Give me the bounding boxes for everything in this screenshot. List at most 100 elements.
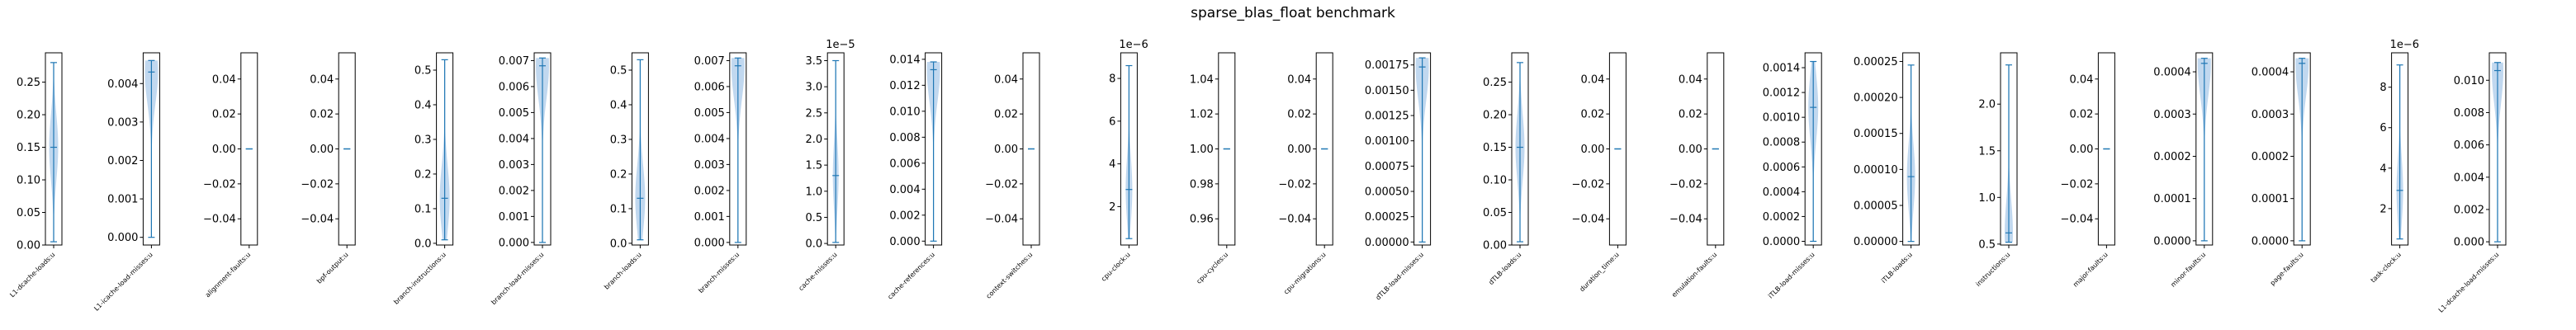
y-tick-label: 0.0014 <box>1763 63 1801 75</box>
y-tick-label: −0.02 <box>2061 178 2094 191</box>
y-tick-label: 0.0002 <box>2252 151 2290 163</box>
violin-panel: 0.000 0.002 0.004 0.006 0.008 0.010 L1-dcache-… <box>2437 52 2507 314</box>
violin-panel: 0.000 0.002 0.004 0.006 0.008 0.010 0.012 0.014… <box>886 52 943 301</box>
y-tick-label: 0.00010 <box>1854 164 1898 177</box>
y-tick-label: 0.005 <box>694 107 725 120</box>
y-tick-label: 0.006 <box>2454 139 2484 152</box>
y-tick-label: 0.05 <box>17 207 40 219</box>
x-category-label: major-faults:u <box>2072 251 2110 289</box>
y-tick-label: 0.0002 <box>1763 211 1801 224</box>
y-tick-label: −0.02 <box>301 178 334 191</box>
axis-offset-label: 1e−6 <box>2390 39 2419 51</box>
y-tick-label: 0.002 <box>694 185 725 197</box>
y-tick-label: 1.0 <box>806 186 823 198</box>
y-tick-label: 0.5 <box>806 212 823 224</box>
y-tick-label: 1.02 <box>1190 109 1214 121</box>
violin-panel: 0.0 0.1 0.2 0.3 0.4 0.5 branch-instructions:u <box>392 52 454 306</box>
y-tick-label: 0.02 <box>212 109 236 121</box>
y-tick-label: 0.02 <box>310 109 334 121</box>
y-tick-label: 0.0000 <box>2252 235 2290 248</box>
y-tick-label: 0.0000 <box>1763 236 1801 248</box>
y-tick-label: 0.0003 <box>2153 109 2191 121</box>
y-tick-label: 0.004 <box>107 78 138 91</box>
violin-panel: 0.00000 0.00025 0.00050 0.00075 0.00100 0.001… <box>1365 52 1432 302</box>
x-category-label: iTLB-load-misses:u <box>1767 251 1816 299</box>
y-tick-label: 0.0012 <box>1763 87 1801 100</box>
y-tick-label: 0.005 <box>499 107 529 120</box>
y-tick-label: −0.02 <box>985 178 1018 191</box>
y-tick-label: 0.20 <box>1483 110 1507 122</box>
y-tick-label: 0.4 <box>414 99 432 111</box>
y-tick-label: 0.0002 <box>2153 151 2191 163</box>
y-tick-label: 0.00 <box>212 144 236 156</box>
y-tick-label: 0.5 <box>414 64 432 77</box>
y-tick-label: 2 <box>1109 201 1115 214</box>
chart-panels: 0.00 0.05 0.10 0.15 0.20 0.25 L1-dcache-loads:… <box>8 39 2507 314</box>
y-tick-label: 1.0 <box>1978 192 1996 205</box>
y-tick-label: 0.0000 <box>2153 235 2191 248</box>
y-tick-label: 0.15 <box>1483 142 1507 154</box>
y-tick-label: 0.04 <box>212 73 236 86</box>
y-tick-label: 0.15 <box>17 142 40 154</box>
y-tick-label: 0.014 <box>889 54 920 66</box>
violin-panel: −0.04 −0.02 0.00 0.02 0.04 duration_time:u <box>1572 52 1627 293</box>
y-tick-label: 6 <box>1109 116 1115 128</box>
y-tick-label: −0.04 <box>985 214 1018 226</box>
y-tick-label: 0.0010 <box>1763 112 1801 125</box>
x-category-label: minor-faults:u <box>2169 251 2207 289</box>
y-tick-label: 0.00100 <box>1365 135 1409 148</box>
y-tick-label: 0.00 <box>1287 144 1311 156</box>
y-tick-label: 0.04 <box>994 73 1018 86</box>
y-tick-label: −0.02 <box>1669 178 1702 191</box>
y-tick-label: 0.20 <box>17 110 40 122</box>
y-tick-label: 8 <box>2379 82 2386 94</box>
figure-title: sparse_blas_float benchmark <box>1191 5 1395 21</box>
y-tick-label: 0.000 <box>2454 237 2484 249</box>
y-tick-label: 0.00 <box>17 240 40 252</box>
violin-panel: 0.00 0.05 0.10 0.15 0.20 0.25 L1-dcache-loads:… <box>8 52 63 299</box>
y-tick-label: 0.00000 <box>1854 236 1898 248</box>
violin-panel: 0.00000 0.00005 0.00010 0.00015 0.00020 0.000… <box>1854 52 1920 285</box>
y-tick-label: 0.007 <box>499 55 529 68</box>
y-tick-label: 0.25 <box>17 77 40 89</box>
y-tick-label: 0.00020 <box>1854 92 1898 105</box>
violin-panel: −0.04 −0.02 0.00 0.02 0.04 alignment-faults:u <box>203 52 258 299</box>
violin-panel: −0.04 −0.02 0.00 0.02 0.04 context-switches:u <box>985 52 1040 300</box>
y-tick-label: 0.02 <box>1679 109 1702 121</box>
violin-panel: −0.04 −0.02 0.00 0.02 0.04 cpu-migrations:u <box>1278 52 1333 295</box>
y-tick-label: 3.5 <box>806 55 823 68</box>
y-tick-label: 0.1 <box>414 203 432 215</box>
x-category-label: dTLB-load-misses:u <box>1374 251 1425 302</box>
x-category-label: L1-dcache-load-misses:u <box>2437 251 2501 314</box>
violin-panel: 0.0 0.5 1.0 1.5 2.0 2.5 3.0 3.51e−5 cache-misses… <box>798 39 855 292</box>
y-tick-label: 0.007 <box>694 55 725 68</box>
x-category-label: cpu-cycles:u <box>1195 251 1229 285</box>
y-tick-label: 0.002 <box>499 185 529 197</box>
y-tick-label: 0.00015 <box>1854 128 1898 140</box>
x-category-label: duration_time:u <box>1579 251 1621 293</box>
y-tick-label: 0.010 <box>889 106 920 118</box>
y-tick-label: 0.4 <box>610 99 627 111</box>
violin-panel: 0.96 0.98 1.00 1.02 1.04 cpu-cycles:u <box>1190 52 1236 285</box>
y-tick-label: 0.5 <box>1978 238 1996 251</box>
y-tick-label: 0.00025 <box>1854 56 1898 68</box>
y-tick-label: 0.96 <box>1190 214 1214 226</box>
y-tick-label: 3.0 <box>806 82 823 94</box>
y-tick-label: 0.0001 <box>2252 193 2290 205</box>
y-tick-label: 0.001 <box>107 194 138 206</box>
y-tick-label: 1.00 <box>1190 144 1214 156</box>
x-category-label: branch-misses:u <box>697 251 741 295</box>
y-tick-label: 0.02 <box>2069 109 2093 121</box>
y-tick-label: 0.04 <box>2069 73 2093 86</box>
y-tick-label: −0.02 <box>1572 178 1605 191</box>
y-tick-label: 0.00050 <box>1365 186 1409 199</box>
violin-panel: 2 4 6 8 1e−6 task-clock:u <box>2370 39 2419 284</box>
y-tick-label: 0.004 <box>694 133 725 145</box>
violin-panel: 0.0000 0.0002 0.0004 0.0006 0.0008 0.0010 0.00… <box>1763 52 1822 300</box>
violin-panel: 0.000 0.001 0.002 0.003 0.004 0.005 0.006 0.007… <box>694 52 747 295</box>
y-tick-label: −0.04 <box>1572 214 1605 226</box>
x-category-label: cache-misses:u <box>798 251 839 292</box>
y-tick-label: 0.3 <box>610 134 627 146</box>
x-category-label: L1-dcache-loads:u <box>8 251 56 299</box>
